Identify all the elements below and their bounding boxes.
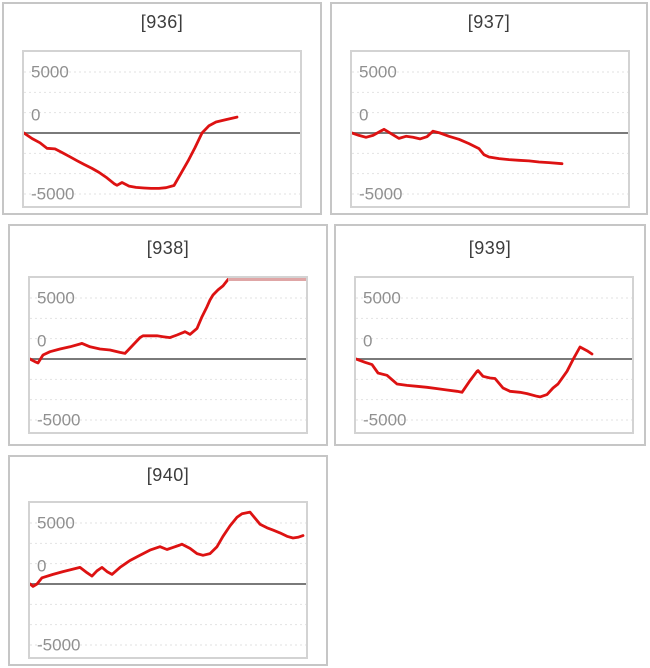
plot-area-938: 5000 0 -5000 bbox=[28, 276, 308, 434]
y-tick-label: 5000 bbox=[359, 63, 397, 82]
chart-title-937: [937] bbox=[467, 12, 511, 32]
plot-area-939: 5000 0 -5000 bbox=[354, 276, 634, 434]
plot-area-936: 5000 0 -5000 bbox=[22, 50, 302, 208]
y-tick-label: 0 bbox=[31, 106, 40, 125]
y-tick-label: 0 bbox=[37, 332, 46, 351]
y-tick-label: 5000 bbox=[37, 514, 75, 533]
chart-canvas: 5000 0 -5000 bbox=[30, 510, 306, 655]
series-line bbox=[24, 115, 239, 190]
y-tick-label: 0 bbox=[359, 106, 368, 125]
chart-title-940: [940] bbox=[146, 465, 190, 485]
plot-area-940: 5000 0 -5000 bbox=[28, 501, 308, 659]
chart-card-936: [936] 5000 0 -5000 bbox=[2, 2, 322, 215]
y-tick-label: -5000 bbox=[363, 411, 406, 430]
plot-area-937: 5000 0 -5000 bbox=[350, 50, 630, 208]
chart-title-936: [936] bbox=[140, 12, 184, 32]
chart-canvas: 5000 0 -5000 bbox=[30, 278, 306, 430]
y-tick-label: -5000 bbox=[31, 185, 74, 204]
y-tick-label: 5000 bbox=[31, 63, 69, 82]
chart-card-939: [939] 5000 0 -5000 bbox=[334, 224, 646, 446]
series-line bbox=[30, 510, 305, 588]
chart-canvas: 5000 0 -5000 bbox=[24, 63, 300, 204]
y-tick-label: 5000 bbox=[363, 289, 401, 308]
chart-canvas: 5000 0 -5000 bbox=[352, 63, 628, 204]
y-tick-label: -5000 bbox=[37, 411, 80, 430]
y-tick-label: 5000 bbox=[37, 289, 75, 308]
series-line bbox=[352, 127, 564, 166]
y-tick-label: 0 bbox=[37, 557, 46, 576]
chart-card-940: [940] 5000 0 -5000 bbox=[8, 455, 328, 666]
y-tick-label: -5000 bbox=[359, 185, 402, 204]
series-line bbox=[356, 345, 594, 399]
y-tick-label: -5000 bbox=[37, 636, 80, 655]
chart-title-939: [939] bbox=[468, 238, 512, 258]
chart-card-938: [938] 5000 0 -5000 bbox=[8, 224, 328, 446]
series-line bbox=[30, 278, 230, 365]
chart-card-937: [937] 5000 0 -5000 bbox=[330, 2, 648, 215]
y-tick-label: 0 bbox=[363, 332, 372, 351]
chart-title-938: [938] bbox=[146, 238, 190, 258]
chart-canvas: 5000 0 -5000 bbox=[356, 289, 632, 430]
